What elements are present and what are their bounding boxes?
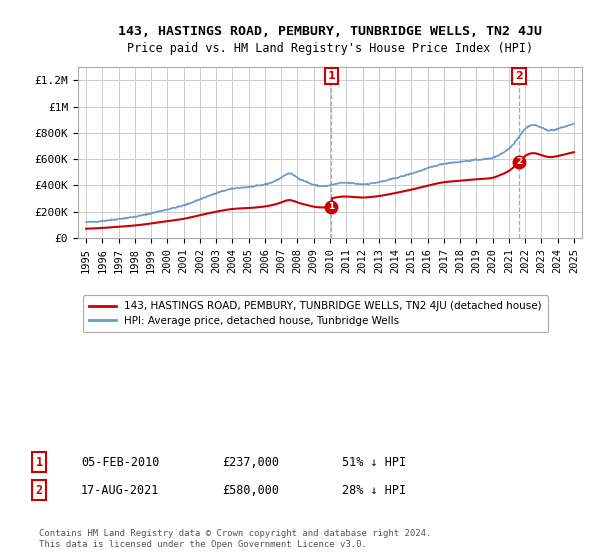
Text: 51% ↓ HPI: 51% ↓ HPI: [342, 455, 406, 469]
Text: 28% ↓ HPI: 28% ↓ HPI: [342, 483, 406, 497]
Text: 1: 1: [328, 71, 335, 81]
Text: £580,000: £580,000: [222, 483, 279, 497]
Text: 2: 2: [515, 71, 523, 81]
Text: £237,000: £237,000: [222, 455, 279, 469]
Text: Contains HM Land Registry data © Crown copyright and database right 2024.
This d: Contains HM Land Registry data © Crown c…: [39, 529, 431, 549]
Text: 1: 1: [328, 202, 335, 211]
Text: 05-FEB-2010: 05-FEB-2010: [81, 455, 160, 469]
Text: 1: 1: [35, 455, 43, 469]
Text: Price paid vs. HM Land Registry's House Price Index (HPI): Price paid vs. HM Land Registry's House …: [127, 42, 533, 55]
Text: 143, HASTINGS ROAD, PEMBURY, TUNBRIDGE WELLS, TN2 4JU: 143, HASTINGS ROAD, PEMBURY, TUNBRIDGE W…: [118, 25, 542, 38]
Text: 2: 2: [35, 483, 43, 497]
Text: 17-AUG-2021: 17-AUG-2021: [81, 483, 160, 497]
Text: 2: 2: [516, 157, 522, 166]
Legend: 143, HASTINGS ROAD, PEMBURY, TUNBRIDGE WELLS, TN2 4JU (detached house), HPI: Ave: 143, HASTINGS ROAD, PEMBURY, TUNBRIDGE W…: [83, 295, 548, 332]
